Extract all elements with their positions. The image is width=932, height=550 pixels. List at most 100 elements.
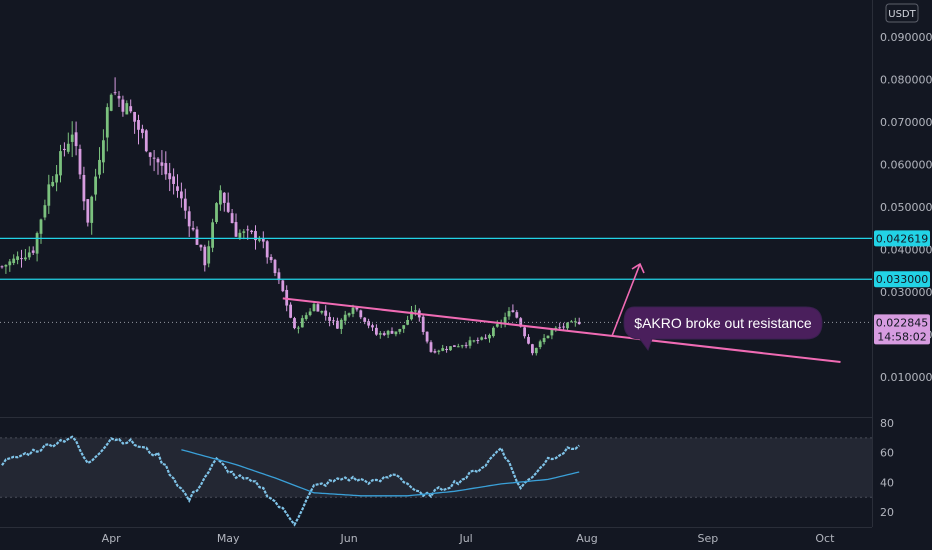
candle	[511, 310, 515, 312]
rsi-line	[1, 435, 580, 527]
candle	[82, 174, 86, 202]
rsi-lines	[1, 435, 580, 527]
candle	[437, 350, 441, 352]
currency-label: USDT	[888, 9, 916, 20]
candle	[382, 333, 386, 336]
candle	[172, 176, 175, 184]
candle	[94, 176, 97, 195]
current-price-tag	[874, 314, 930, 345]
candle	[199, 244, 203, 248]
time-tick-label-2: Jun	[340, 532, 358, 545]
candle	[480, 337, 484, 340]
candle	[402, 325, 406, 329]
candle	[558, 327, 562, 329]
candle	[304, 315, 308, 319]
candle	[261, 238, 265, 242]
candle	[238, 232, 242, 238]
time-tick-label-6: Oct	[815, 532, 835, 545]
candle	[363, 317, 367, 322]
candle	[546, 335, 550, 339]
candle	[414, 310, 417, 312]
candle-countdown-label: 14:58:02	[877, 330, 926, 343]
candle	[375, 327, 378, 335]
candle	[269, 256, 273, 261]
candle	[488, 335, 491, 339]
candle	[137, 120, 140, 130]
candle	[74, 132, 78, 147]
candle	[289, 304, 292, 318]
candle	[8, 261, 12, 266]
candle	[285, 289, 289, 306]
candle	[86, 199, 90, 223]
candle	[527, 336, 530, 344]
candle	[168, 173, 172, 180]
level-price-label-1: 0.033000	[876, 273, 929, 286]
price-tick-label-8: 0.090000	[880, 31, 932, 44]
rsi-tick-label-2: 60	[880, 447, 894, 460]
annotation[interactable]: $AKRO broke out resistance	[611, 262, 823, 352]
candle	[378, 333, 382, 335]
candle	[191, 227, 195, 230]
candle	[105, 107, 109, 138]
price-tick-label-5: 0.060000	[880, 159, 932, 172]
candle	[113, 92, 117, 94]
candle	[222, 192, 226, 203]
candle	[523, 327, 526, 337]
rsi-moving-average-line	[181, 449, 580, 497]
candle	[246, 229, 250, 231]
candle	[390, 330, 394, 334]
candle	[66, 143, 70, 152]
annotation-bubble[interactable]	[623, 306, 823, 352]
candle	[160, 162, 164, 166]
candle	[445, 348, 448, 350]
level-price-tag-0	[874, 230, 930, 247]
candle	[464, 345, 468, 347]
breakout-arrow-shaft[interactable]	[611, 263, 641, 337]
candle	[63, 148, 66, 151]
candle	[117, 95, 121, 99]
price-tick-label-6: 0.070000	[880, 116, 932, 129]
candle	[425, 331, 429, 342]
candle	[125, 103, 129, 115]
candle	[102, 140, 105, 163]
candle	[324, 310, 328, 316]
candle	[320, 311, 324, 313]
candle	[109, 94, 113, 111]
breakout-arrow-head[interactable]	[631, 262, 645, 274]
candle	[258, 239, 261, 241]
candle	[211, 222, 214, 248]
candle	[398, 328, 402, 332]
candle	[90, 196, 94, 223]
candle	[129, 106, 133, 112]
candle	[51, 181, 55, 186]
candle	[297, 327, 300, 329]
candle	[133, 111, 136, 122]
candle	[386, 330, 390, 335]
candle	[394, 331, 398, 335]
candle	[27, 252, 31, 258]
candle	[230, 213, 234, 224]
candle	[293, 318, 296, 329]
descending-trendline[interactable]	[282, 297, 841, 364]
candle	[351, 307, 355, 314]
trendline[interactable]	[282, 297, 841, 364]
annotation-text: $AKRO broke out resistance	[634, 315, 812, 331]
candle	[265, 241, 269, 258]
price-tick-label-2: 0.030000	[880, 286, 932, 299]
rsi-overbought-oversold-band	[0, 437, 872, 498]
price-tick-label-3: 0.040000	[880, 244, 932, 257]
time-tick-label-4: Aug	[576, 532, 597, 545]
candle	[347, 313, 351, 316]
candle	[31, 250, 35, 253]
candle	[577, 321, 581, 325]
candle	[538, 341, 542, 348]
candle	[43, 205, 47, 218]
candle	[531, 344, 534, 354]
horizontal-levels[interactable]	[0, 237, 872, 323]
candle	[406, 320, 409, 325]
candle	[359, 310, 363, 318]
candle	[98, 159, 101, 175]
price-tick-label-4: 0.050000	[880, 201, 932, 214]
grid	[0, 0, 873, 528]
